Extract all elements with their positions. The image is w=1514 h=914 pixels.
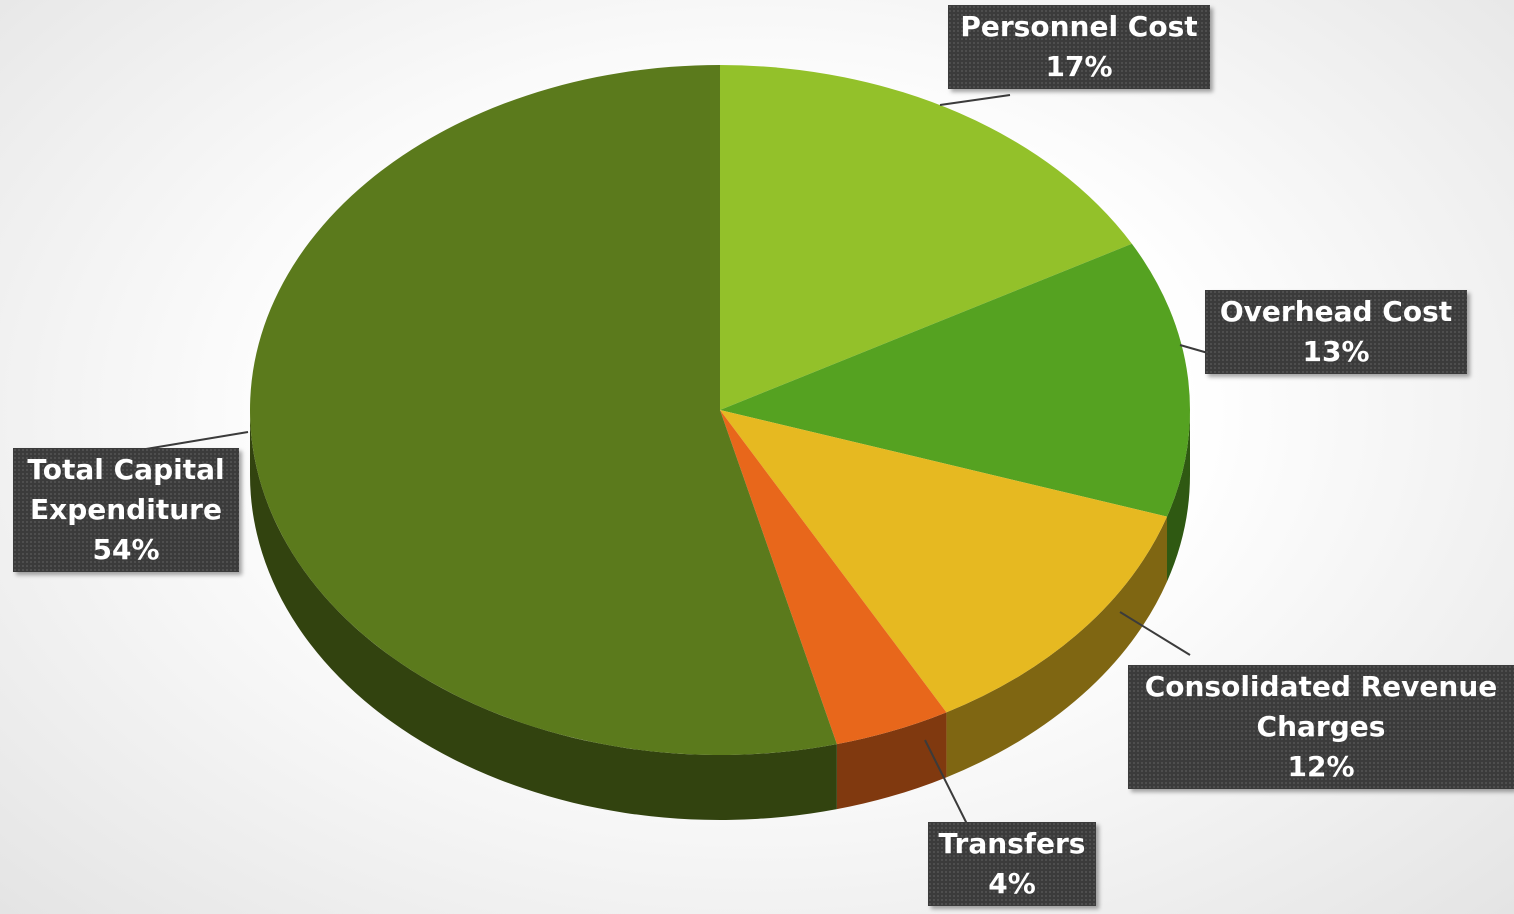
data-label: Overhead Cost 13% — [1205, 290, 1467, 374]
label-name: Overhead Cost — [1219, 295, 1453, 328]
label-name: Personnel Cost — [960, 10, 1198, 43]
label-name: Transfers — [938, 827, 1086, 860]
data-label: Transfers 4% — [928, 822, 1096, 906]
label-value: 54% — [92, 533, 160, 566]
slice-side — [1166, 410, 1190, 582]
slice — [250, 65, 837, 755]
slice — [720, 410, 1167, 713]
data-label: Consolidated Revenue Charges 12% — [1128, 665, 1514, 789]
leader-line — [1119, 611, 1191, 656]
label-value: 4% — [988, 867, 1036, 900]
label-value: 17% — [1045, 50, 1113, 83]
label-value: 13% — [1302, 335, 1370, 368]
slice-side — [946, 516, 1167, 778]
data-label: Personnel Cost 17% — [948, 5, 1210, 89]
data-label: Total Capital Expenditure 54% — [13, 448, 239, 572]
label-name: Consolidated Revenue Charges — [1144, 670, 1498, 743]
label-name: Total Capital Expenditure — [27, 453, 225, 526]
leader-line — [139, 431, 249, 451]
slice — [720, 65, 1132, 410]
slice-side — [836, 712, 947, 810]
label-value: 12% — [1287, 750, 1355, 783]
slice-side — [250, 410, 837, 820]
slice — [720, 410, 947, 745]
slice — [720, 243, 1190, 517]
leader-line — [924, 739, 971, 831]
leader-line — [939, 94, 1011, 106]
